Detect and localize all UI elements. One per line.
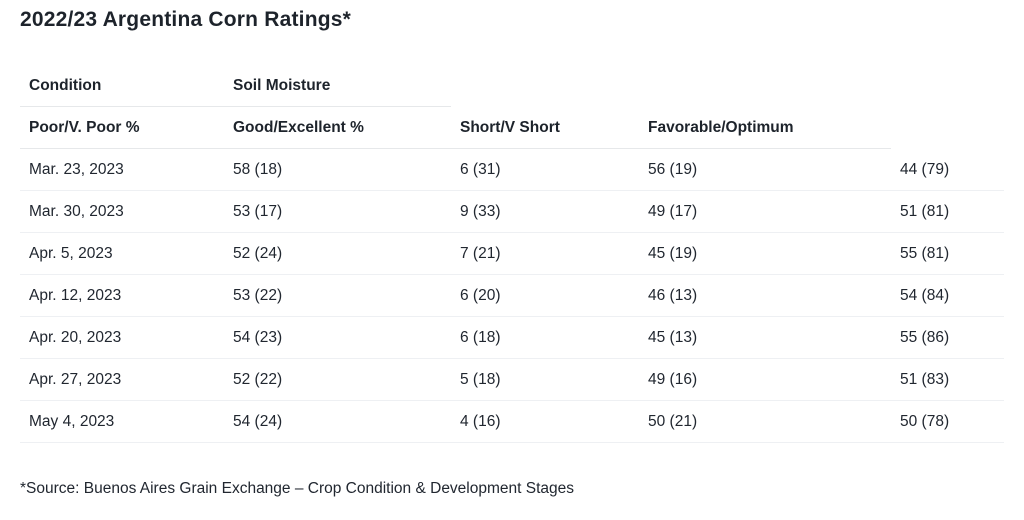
value-cell: 6 (31) <box>451 148 639 191</box>
value-cell: 50 (21) <box>639 400 891 443</box>
value-cell: 54 (23) <box>224 316 451 359</box>
source-note: *Source: Buenos Aires Grain Exchange – C… <box>20 480 575 497</box>
column-header-good-excellent: Good/Excellent % <box>224 106 451 149</box>
value-cell: 52 (24) <box>224 232 451 275</box>
date-cell: Apr. 27, 2023 <box>20 358 224 401</box>
value-cell: 9 (33) <box>451 190 639 233</box>
value-cell: 5 (18) <box>451 358 639 401</box>
value-cell: 58 (18) <box>224 148 451 191</box>
table-row: Apr. 20, 2023 54 (23) 6 (18) 45 (13) 55 (86) <box>20 316 1004 359</box>
value-cell: 53 (17) <box>224 190 451 233</box>
value-cell: 45 (19) <box>639 232 891 275</box>
value-cell: 55 (86) <box>891 316 1004 359</box>
page-title: 2022/23 Argentina Corn Ratings* <box>20 8 352 31</box>
table-row: Mar. 23, 2023 58 (18) 6 (31) 56 (19) 44 (79) <box>20 148 1004 191</box>
table-body: Mar. 23, 2023 58 (18) 6 (31) 56 (19) 44 (79)… <box>20 148 1004 443</box>
value-cell: 45 (13) <box>639 316 891 359</box>
date-cell: May 4, 2023 <box>20 400 224 443</box>
value-cell: 6 (20) <box>451 274 639 317</box>
table-header: Condition Soil Moisture Poor/V. Poor % G… <box>20 65 1004 149</box>
value-cell: 44 (79) <box>891 148 1004 191</box>
group-header-condition: Condition <box>20 65 224 107</box>
value-cell: 49 (16) <box>639 358 891 401</box>
group-header-empty <box>639 65 891 107</box>
value-cell: 53 (22) <box>224 274 451 317</box>
group-header-soil-moisture: Soil Moisture <box>224 65 451 107</box>
table-row: May 4, 2023 54 (24) 4 (16) 50 (21) 50 (78) <box>20 400 1004 443</box>
value-cell: 52 (22) <box>224 358 451 401</box>
value-cell: 7 (21) <box>451 232 639 275</box>
group-header-row: Condition Soil Moisture <box>20 65 1004 107</box>
value-cell: 54 (24) <box>224 400 451 443</box>
corn-ratings-table: Condition Soil Moisture Poor/V. Poor % G… <box>20 65 1004 443</box>
value-cell: 49 (17) <box>639 190 891 233</box>
value-cell: 55 (81) <box>891 232 1004 275</box>
column-header-favorable-optimum: Favorable/Optimum <box>639 106 891 149</box>
date-cell: Apr. 20, 2023 <box>20 316 224 359</box>
article-content: 2022/23 Argentina Corn Ratings* Conditio… <box>20 8 1004 497</box>
table-row: Apr. 12, 2023 53 (22) 6 (20) 46 (13) 54 (84) <box>20 274 1004 317</box>
table-row: Apr. 5, 2023 52 (24) 7 (21) 45 (19) 55 (81) <box>20 232 1004 275</box>
value-cell: 51 (83) <box>891 358 1004 401</box>
date-cell: Apr. 12, 2023 <box>20 274 224 317</box>
group-header-empty <box>451 65 639 107</box>
value-cell: 50 (78) <box>891 400 1004 443</box>
value-cell: 6 (18) <box>451 316 639 359</box>
table-row: Apr. 27, 2023 52 (22) 5 (18) 49 (16) 51 (83) <box>20 358 1004 401</box>
value-cell: 51 (81) <box>891 190 1004 233</box>
value-cell: 56 (19) <box>639 148 891 191</box>
column-header-empty <box>891 107 1004 149</box>
column-header-short-vshort: Short/V Short <box>451 106 639 149</box>
value-cell: 46 (13) <box>639 274 891 317</box>
date-cell: Mar. 23, 2023 <box>20 148 224 191</box>
value-cell: 54 (84) <box>891 274 1004 317</box>
table-row: Mar. 30, 2023 53 (17) 9 (33) 49 (17) 51 (81) <box>20 190 1004 233</box>
column-header-poor-vpoor: Poor/V. Poor % <box>20 106 224 149</box>
date-cell: Mar. 30, 2023 <box>20 190 224 233</box>
date-cell: Apr. 5, 2023 <box>20 232 224 275</box>
column-header-row: Poor/V. Poor % Good/Excellent % Short/V … <box>20 106 1004 149</box>
group-header-empty <box>891 65 1004 107</box>
value-cell: 4 (16) <box>451 400 639 443</box>
